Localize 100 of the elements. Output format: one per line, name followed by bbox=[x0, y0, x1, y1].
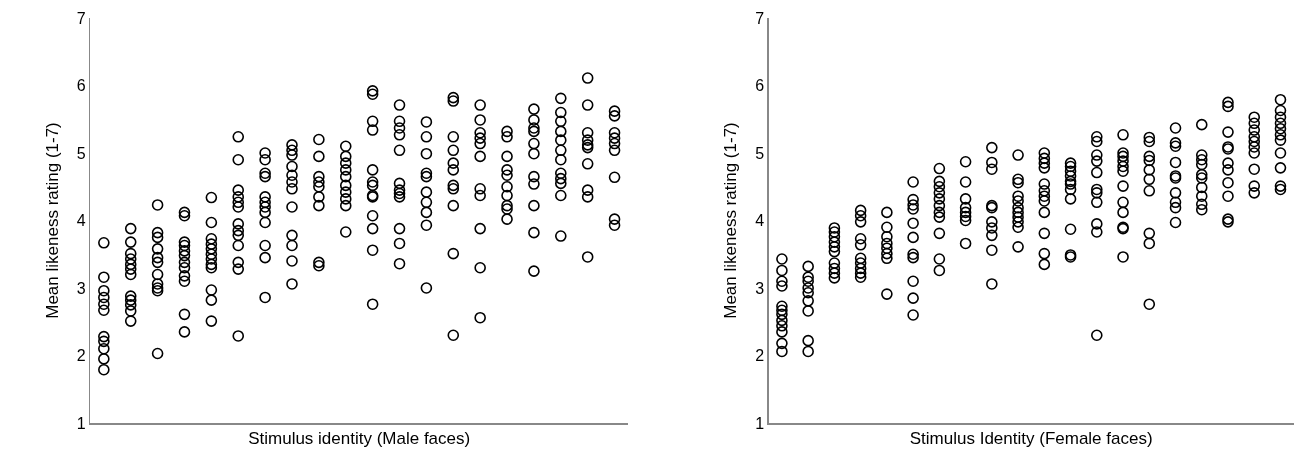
point bbox=[555, 230, 567, 242]
point bbox=[933, 264, 946, 277]
point bbox=[907, 176, 919, 188]
point bbox=[581, 191, 594, 203]
point bbox=[608, 137, 621, 150]
point bbox=[1038, 157, 1051, 169]
point bbox=[1143, 164, 1156, 176]
point bbox=[528, 147, 540, 160]
point bbox=[232, 184, 245, 196]
point bbox=[1038, 178, 1051, 190]
point bbox=[608, 213, 621, 225]
point bbox=[447, 164, 460, 176]
point bbox=[205, 248, 218, 261]
point bbox=[776, 308, 788, 321]
point bbox=[933, 193, 946, 205]
point bbox=[259, 153, 271, 166]
point bbox=[1248, 141, 1261, 153]
point bbox=[1064, 157, 1077, 169]
point bbox=[1169, 187, 1182, 199]
point bbox=[528, 170, 540, 183]
point bbox=[802, 334, 814, 347]
point bbox=[393, 99, 406, 111]
point bbox=[1195, 168, 1208, 181]
point bbox=[232, 191, 245, 203]
point bbox=[1274, 122, 1287, 135]
point bbox=[528, 265, 540, 277]
x-axis-title: Stimulus Identity (Female faces) bbox=[909, 428, 1153, 448]
point bbox=[1117, 150, 1129, 163]
point bbox=[1274, 104, 1287, 117]
y-axis-title: Mean likeness rating (1-7) bbox=[720, 122, 740, 319]
point bbox=[1012, 149, 1024, 161]
point bbox=[1091, 329, 1103, 342]
point bbox=[151, 256, 164, 269]
point bbox=[828, 262, 841, 275]
point bbox=[151, 278, 164, 290]
point bbox=[1117, 128, 1129, 141]
y-tick-label: 4 bbox=[76, 212, 86, 230]
y-tick-label: 1 bbox=[76, 414, 86, 432]
point bbox=[339, 193, 352, 205]
point bbox=[1169, 140, 1182, 153]
point bbox=[232, 256, 245, 269]
point bbox=[581, 134, 594, 146]
point bbox=[501, 125, 513, 138]
point bbox=[313, 199, 325, 212]
y-tick-label: 4 bbox=[755, 212, 765, 230]
point bbox=[776, 275, 788, 288]
point bbox=[124, 263, 137, 275]
point bbox=[528, 137, 540, 150]
point bbox=[1012, 221, 1024, 234]
point bbox=[1143, 131, 1156, 144]
point bbox=[1248, 180, 1261, 192]
point bbox=[474, 137, 486, 150]
point bbox=[608, 105, 621, 117]
point bbox=[1012, 206, 1024, 219]
point bbox=[124, 236, 137, 248]
point bbox=[528, 226, 540, 239]
point bbox=[366, 124, 379, 136]
point bbox=[339, 150, 352, 163]
point bbox=[393, 222, 406, 235]
point bbox=[933, 206, 946, 219]
point bbox=[232, 196, 245, 209]
point bbox=[776, 264, 788, 277]
point bbox=[286, 169, 298, 182]
point bbox=[933, 180, 946, 193]
point bbox=[286, 182, 298, 195]
point bbox=[1117, 206, 1129, 219]
point bbox=[178, 236, 191, 248]
point bbox=[1143, 173, 1156, 186]
point bbox=[178, 256, 191, 269]
point bbox=[1169, 216, 1182, 229]
point bbox=[393, 122, 406, 134]
point bbox=[802, 286, 814, 299]
point bbox=[1038, 247, 1051, 260]
point bbox=[420, 282, 433, 294]
point bbox=[286, 176, 298, 188]
point bbox=[881, 221, 893, 234]
point bbox=[1222, 96, 1234, 109]
point bbox=[881, 247, 893, 260]
point bbox=[474, 99, 486, 111]
point bbox=[608, 132, 621, 144]
point bbox=[259, 239, 271, 252]
point bbox=[608, 219, 621, 232]
point bbox=[1091, 187, 1103, 199]
point bbox=[1012, 190, 1024, 202]
y-tick-label: 3 bbox=[76, 279, 86, 297]
point bbox=[555, 172, 567, 185]
point bbox=[854, 267, 867, 279]
point bbox=[1012, 241, 1024, 253]
point bbox=[933, 162, 946, 175]
point bbox=[907, 309, 919, 321]
point bbox=[259, 216, 271, 229]
point bbox=[259, 201, 271, 213]
point bbox=[124, 299, 137, 311]
point bbox=[828, 222, 841, 234]
point bbox=[1091, 131, 1103, 143]
point bbox=[933, 199, 946, 212]
point bbox=[907, 292, 919, 304]
point bbox=[986, 141, 998, 154]
point bbox=[776, 280, 788, 292]
point bbox=[608, 126, 621, 139]
